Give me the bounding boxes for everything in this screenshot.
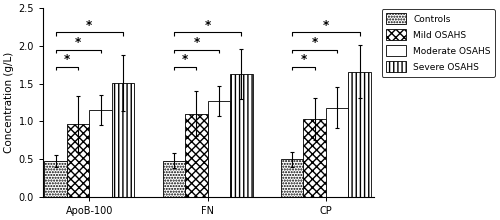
- Bar: [90, 110, 112, 197]
- Text: *: *: [323, 18, 329, 31]
- Text: *: *: [182, 53, 188, 66]
- Bar: [304, 119, 326, 197]
- Text: *: *: [194, 36, 200, 49]
- Text: *: *: [86, 18, 92, 31]
- Text: *: *: [75, 36, 81, 49]
- Bar: [67, 124, 90, 197]
- Bar: [326, 108, 348, 197]
- Bar: [281, 159, 303, 197]
- Bar: [162, 161, 185, 197]
- Bar: [44, 161, 67, 197]
- Bar: [112, 83, 134, 197]
- Bar: [185, 114, 208, 197]
- Bar: [208, 101, 230, 197]
- Text: *: *: [204, 18, 211, 31]
- Text: *: *: [64, 53, 70, 66]
- Bar: [348, 72, 371, 197]
- Legend: Controls, Mild OSAHS, Moderate OSAHS, Severe OSAHS: Controls, Mild OSAHS, Moderate OSAHS, Se…: [382, 9, 496, 77]
- Text: *: *: [300, 53, 306, 66]
- Bar: [230, 74, 252, 197]
- Y-axis label: Concentration (g/L): Concentration (g/L): [4, 52, 14, 153]
- Text: *: *: [312, 36, 318, 49]
